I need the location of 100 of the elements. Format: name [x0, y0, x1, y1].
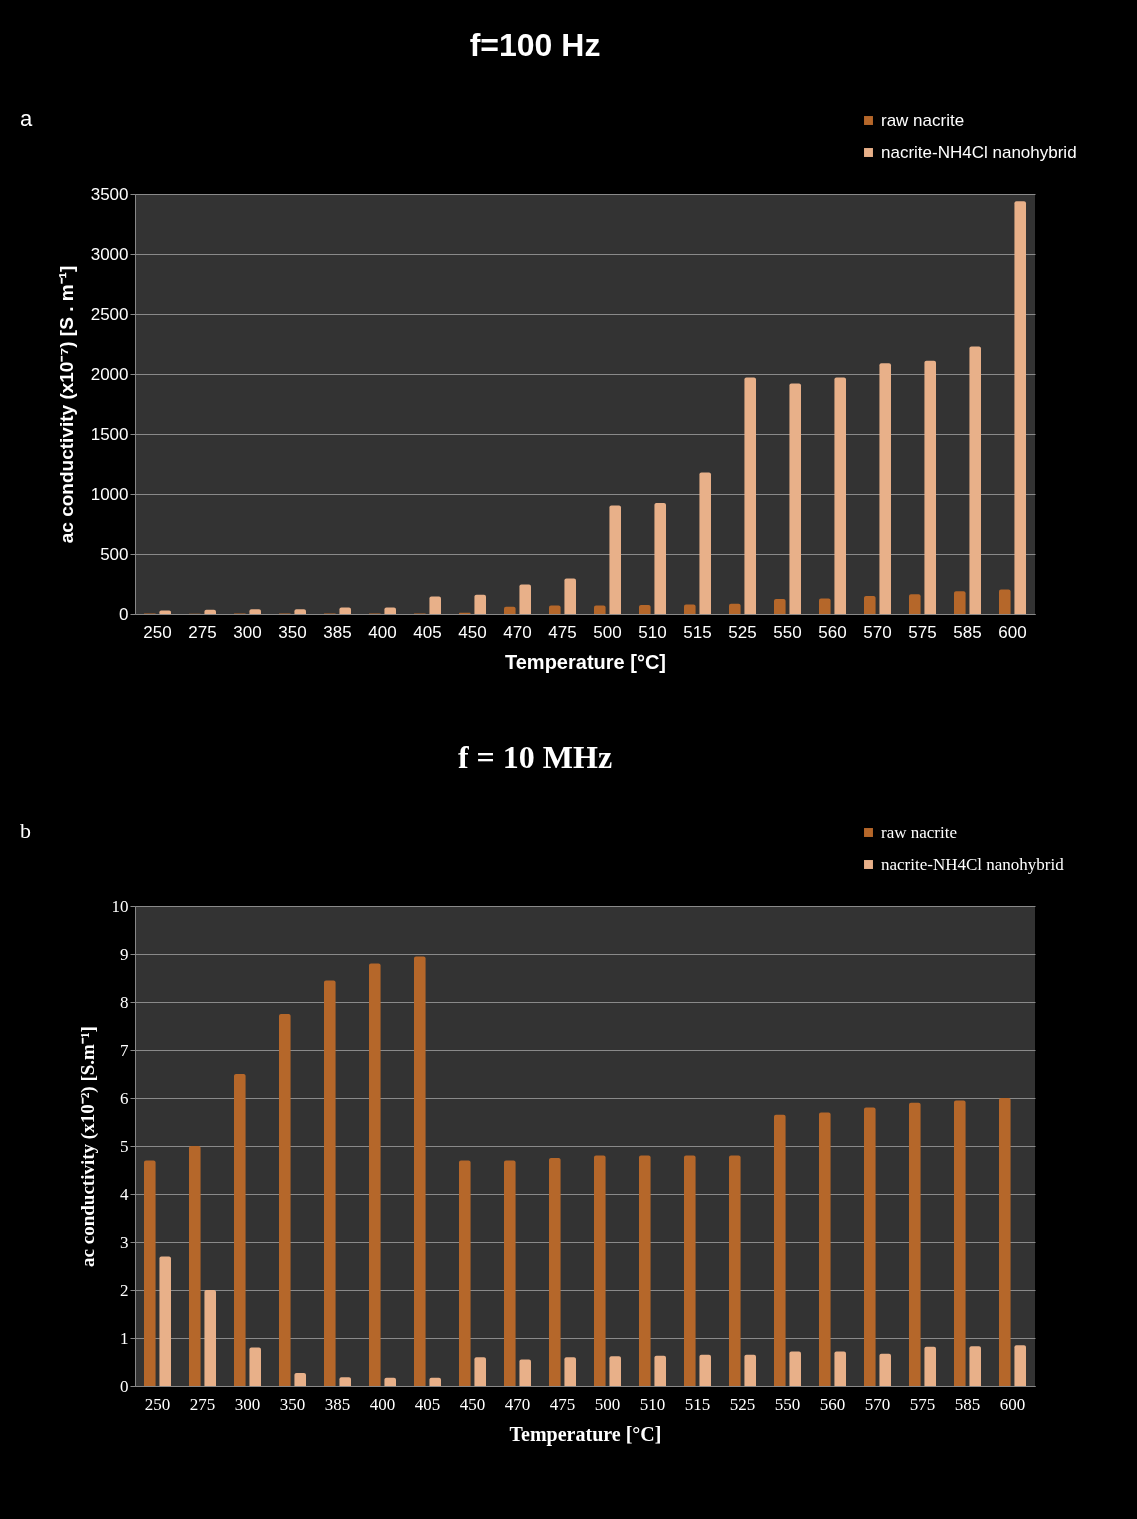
bar: [594, 1155, 606, 1386]
x-tick-label: 560: [819, 1394, 846, 1414]
x-tick-label: 585: [953, 622, 982, 642]
bar: [324, 980, 336, 1386]
legend-label: raw nacrite: [881, 110, 965, 130]
x-tick-label: 400: [369, 1394, 396, 1414]
bar: [729, 1155, 741, 1386]
x-tick-label: 470: [503, 622, 532, 642]
bar: [969, 1346, 981, 1386]
bar: [159, 1256, 171, 1386]
bar: [189, 1146, 201, 1386]
bar: [609, 505, 621, 614]
y-tick-label: 0: [119, 604, 129, 624]
bar: [234, 1074, 246, 1386]
x-tick-label: 570: [863, 622, 892, 642]
bar: [549, 605, 561, 614]
bar: [249, 1347, 261, 1386]
bar: [294, 1373, 306, 1386]
y-tick-label: 3: [120, 1232, 129, 1252]
bar: [834, 1351, 846, 1386]
x-tick-label: 510: [639, 1394, 666, 1414]
bar: [999, 589, 1011, 614]
bar: [429, 596, 441, 614]
bar: [369, 963, 381, 1386]
bar: [864, 596, 876, 614]
bar: [339, 1377, 351, 1386]
chart-title: f = 10 MHz: [457, 739, 613, 775]
bar: [654, 1355, 666, 1386]
x-tick-label: 475: [549, 1394, 576, 1414]
y-tick-label: 9: [120, 944, 129, 964]
bar: [144, 1160, 156, 1386]
y-axis-title: ac conductivity (x10⁻²) [S.m⁻¹]: [76, 1026, 99, 1267]
x-tick-label: 550: [773, 622, 802, 642]
y-tick-label: 6: [120, 1088, 129, 1108]
bar: [609, 1356, 621, 1386]
x-tick-label: 300: [233, 622, 262, 642]
chart-title: f=100 Hz: [469, 27, 601, 63]
x-tick-label: 600: [999, 1394, 1026, 1414]
bar: [204, 1290, 216, 1386]
bar: [519, 1359, 531, 1386]
bar: [414, 956, 426, 1386]
x-tick-label: 250: [144, 1394, 171, 1414]
x-tick-label: 450: [458, 622, 487, 642]
bar: [819, 598, 831, 614]
x-tick-label: 250: [143, 622, 172, 642]
bar: [834, 377, 846, 614]
y-tick-label: 0: [120, 1376, 129, 1396]
legend-label: nacrite-NH4Cl nanohybrid: [881, 142, 1077, 162]
bar: [429, 1377, 441, 1386]
x-tick-label: 275: [188, 622, 217, 642]
x-tick-label: 570: [864, 1394, 891, 1414]
bar: [279, 1014, 291, 1386]
text: a: [20, 106, 33, 131]
bar: [1014, 201, 1026, 614]
bar: [744, 377, 756, 614]
y-axis-title: ac conductivity (x10⁻⁷) [S . m⁻¹]: [55, 265, 77, 544]
x-tick-label: 385: [323, 622, 352, 642]
x-tick-label: 405: [413, 622, 442, 642]
legend-label: nacrite-NH4Cl nanohybrid: [881, 854, 1065, 874]
y-tick-label: 500: [100, 544, 129, 564]
legend-label: raw nacrite: [881, 822, 957, 842]
y-tick-label: 10: [111, 896, 129, 916]
bar: [564, 578, 576, 614]
bar: [819, 1112, 831, 1386]
bar: [744, 1354, 756, 1386]
bar: [549, 1158, 561, 1386]
bar: [564, 1357, 576, 1386]
bar: [474, 594, 486, 614]
y-tick-label: 8: [120, 992, 129, 1012]
y-tick-label: 1000: [90, 484, 129, 504]
bar: [864, 1107, 876, 1386]
bar: [459, 1160, 471, 1386]
bar: [879, 1353, 891, 1386]
y-tick-label: 1: [120, 1328, 129, 1348]
x-tick-label: 350: [279, 1394, 306, 1414]
bar: [504, 606, 516, 614]
bar: [684, 1155, 696, 1386]
bar: [774, 1114, 786, 1386]
y-tick-label: 4: [120, 1184, 129, 1204]
bar: [924, 1346, 936, 1386]
bar: [909, 1102, 921, 1386]
bar: [789, 1351, 801, 1386]
bar: [999, 1098, 1011, 1386]
bar: [504, 1160, 516, 1386]
bar: [699, 1354, 711, 1386]
bar: [954, 1100, 966, 1386]
x-tick-label: 585: [954, 1394, 981, 1414]
x-tick-label: 525: [729, 1394, 756, 1414]
x-tick-label: 385: [324, 1394, 351, 1414]
x-tick-label: 500: [593, 622, 622, 642]
x-axis-title: Temperature [°C]: [509, 1422, 662, 1446]
x-tick-label: 525: [728, 622, 757, 642]
bar: [684, 604, 696, 614]
bar: [519, 584, 531, 614]
y-tick-label: 3500: [90, 184, 129, 204]
x-tick-label: 575: [908, 622, 937, 642]
x-tick-label: 475: [548, 622, 577, 642]
x-axis-title: Temperature [°C]: [505, 650, 666, 673]
x-tick-label: 275: [189, 1394, 216, 1414]
x-tick-label: 600: [998, 622, 1027, 642]
